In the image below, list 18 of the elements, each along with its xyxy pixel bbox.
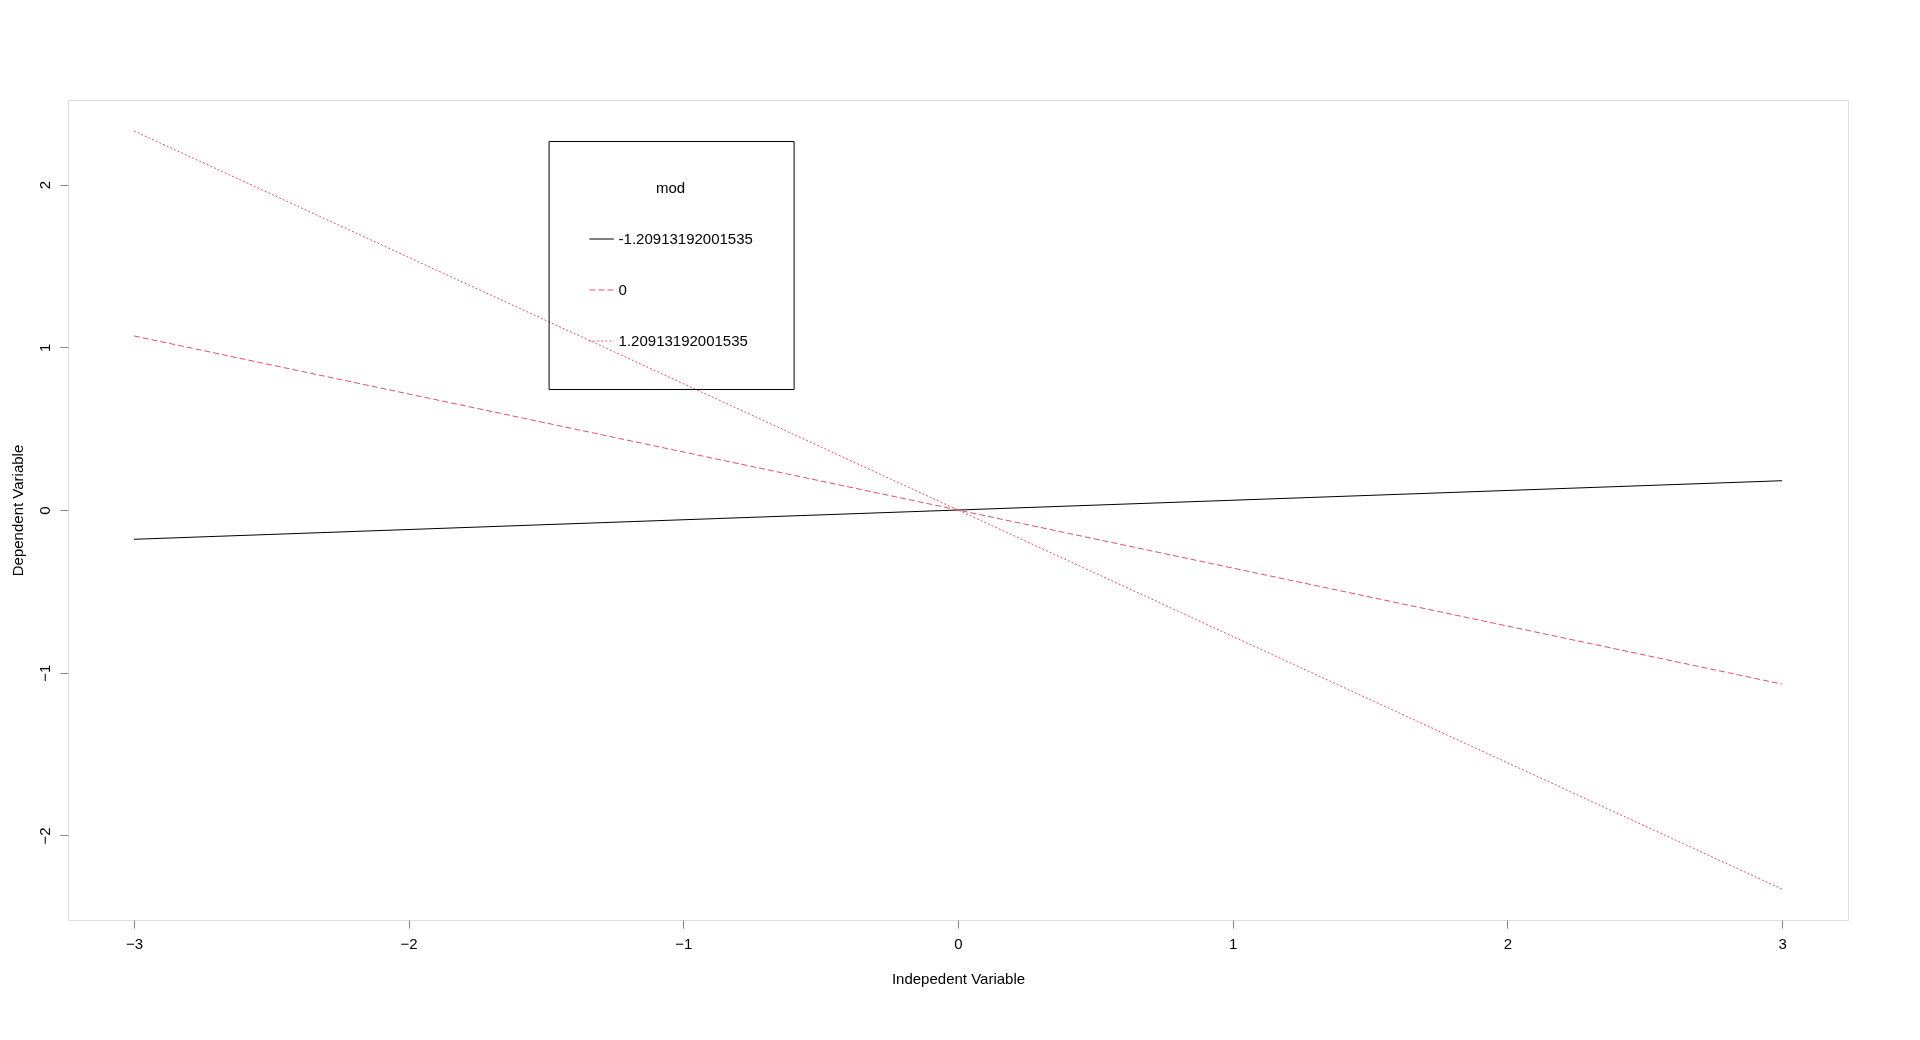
x-tick-label: −3 bbox=[125, 934, 143, 952]
legend-title: mod bbox=[656, 179, 686, 196]
x-tick-label: −1 bbox=[675, 934, 693, 952]
legend-label: 1.20913192001535 bbox=[618, 332, 748, 349]
y-tick-label: 0 bbox=[35, 506, 53, 515]
x-tick-label: 3 bbox=[1778, 934, 1787, 952]
y-tick-label: −1 bbox=[35, 664, 53, 682]
y-axis-title: Dependent Variable bbox=[8, 444, 26, 577]
legend-label: 0 bbox=[618, 281, 627, 298]
y-tick-label: 2 bbox=[35, 180, 53, 190]
x-tick-label: 2 bbox=[1503, 934, 1513, 952]
y-tick-label: 1 bbox=[35, 343, 53, 352]
x-axis-title: Indepedent Variable bbox=[891, 969, 1026, 987]
x-tick-label: −2 bbox=[400, 934, 418, 952]
legend-label: -1.20913192001535 bbox=[618, 230, 753, 247]
x-tick-label: 0 bbox=[954, 934, 963, 952]
y-tick-label: −2 bbox=[35, 827, 53, 845]
x-tick-label: 1 bbox=[1229, 934, 1238, 952]
